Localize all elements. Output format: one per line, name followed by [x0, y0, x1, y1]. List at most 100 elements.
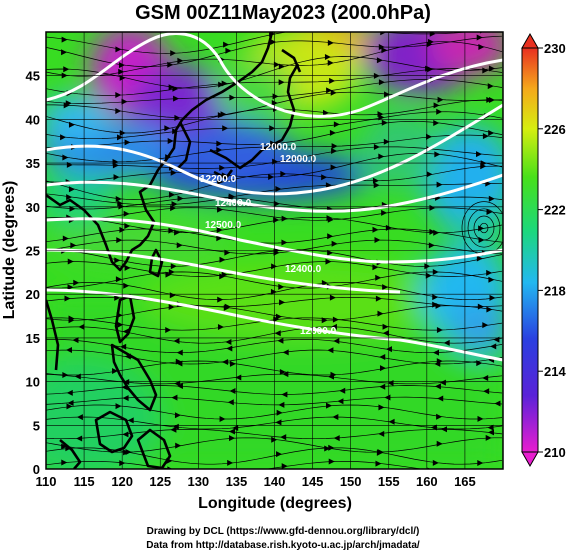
flow-arrow	[488, 65, 495, 72]
flow-arrow	[226, 345, 233, 352]
flow-arrow	[331, 143, 338, 150]
flow-arrow	[74, 373, 81, 380]
flow-arrow	[379, 365, 386, 372]
flow-arrow	[328, 444, 335, 451]
y-tick-label: 10	[26, 375, 40, 390]
flow-arrow	[486, 209, 493, 216]
flow-arrow	[123, 282, 130, 289]
flow-arrow	[176, 242, 183, 249]
flow-arrow	[269, 125, 276, 132]
flow-arrow	[115, 195, 122, 202]
contour-label: 12200.0	[200, 174, 237, 185]
flow-arrow	[437, 395, 444, 402]
contour-label: 12400.0	[215, 198, 252, 209]
flow-arrow	[441, 426, 448, 433]
flow-arrow	[489, 294, 496, 301]
flow-arrow	[216, 140, 223, 147]
flow-arrow	[488, 130, 495, 137]
flow-arrow	[437, 96, 444, 103]
flow-arrow	[327, 39, 334, 46]
flow-arrow	[171, 201, 178, 208]
colorbar-tick-label: 226	[544, 122, 566, 137]
y-axis-title: Latitude (degrees)	[1, 181, 18, 320]
flow-arrow	[280, 434, 287, 441]
x-tick-label: 145	[302, 474, 324, 489]
flow-arrow	[430, 424, 437, 431]
flow-arrow	[227, 399, 234, 406]
flow-arrow	[380, 32, 387, 36]
flow-arrow	[176, 383, 183, 390]
flow-arrow	[171, 394, 178, 401]
flow-arrow	[480, 163, 487, 170]
flow-arrow	[218, 81, 225, 88]
flow-arrow	[70, 242, 77, 249]
flow-arrow	[482, 133, 489, 140]
flow-arrow	[376, 449, 383, 456]
flow-arrow	[118, 203, 125, 210]
flow-arrow	[219, 416, 226, 423]
flow-arrow	[281, 239, 288, 246]
flow-arrow	[164, 125, 171, 132]
flow-arrow	[127, 417, 134, 424]
flow-arrow	[67, 284, 74, 291]
flow-arrow	[120, 343, 127, 350]
flow-arrow	[328, 373, 335, 380]
flow-arrow	[432, 268, 439, 275]
flow-arrow	[276, 409, 283, 416]
x-axis-ticks: 110 115 120 125 130 135 140 145 150 155 160 165	[36, 474, 476, 489]
flow-arrow	[229, 435, 236, 442]
flow-arrow	[114, 257, 121, 264]
flow-arrow	[436, 326, 443, 333]
flow-arrow	[339, 387, 346, 394]
y-tick-label: 30	[26, 200, 40, 215]
flow-arrow	[436, 358, 443, 365]
flow-arrow	[216, 226, 223, 233]
flow-arrow	[217, 296, 224, 303]
flow-arrow	[329, 294, 336, 301]
flow-arrow	[270, 288, 277, 295]
flow-arrow	[62, 371, 69, 378]
flow-arrow	[321, 279, 328, 286]
flow-arrow	[275, 186, 282, 193]
flow-arrow	[216, 146, 223, 153]
flow-arrow	[476, 34, 483, 41]
flow-arrow	[433, 119, 440, 126]
flow-arrow	[436, 108, 443, 115]
flow-arrow	[331, 240, 338, 247]
flow-arrow	[170, 426, 177, 433]
flow-arrow	[490, 343, 497, 350]
x-tick-label: 140	[264, 474, 286, 489]
flow-arrow	[170, 50, 177, 57]
flow-arrow	[477, 415, 484, 422]
flow-arrow	[170, 263, 177, 270]
flow-arrow	[328, 458, 335, 465]
flow-arrow	[61, 459, 68, 466]
colorbar-gradient	[521, 47, 539, 453]
flow-arrow	[68, 186, 75, 193]
flow-arrow	[327, 347, 334, 354]
flow-arrow	[222, 125, 229, 132]
flow-arrow	[333, 338, 340, 345]
flow-arrow	[279, 369, 286, 376]
y-tick-label: 25	[26, 244, 40, 259]
flow-arrow	[378, 114, 385, 121]
flow-arrow	[424, 263, 431, 270]
flow-arrow	[329, 129, 336, 136]
flow-arrow	[66, 347, 73, 354]
flow-arrow	[62, 154, 69, 161]
flow-arrow	[122, 431, 129, 438]
flow-arrow	[271, 263, 278, 270]
flow-arrow	[374, 237, 381, 244]
flow-arrow	[477, 460, 484, 467]
flow-arrow	[332, 26, 338, 32]
flow-arrow	[66, 403, 73, 410]
flow-arrow	[482, 67, 489, 74]
flow-arrow	[115, 92, 122, 99]
flow-arrow	[278, 401, 285, 408]
flow-arrow	[282, 349, 289, 356]
flow-arrow	[217, 324, 224, 331]
flow-arrow	[113, 174, 120, 181]
map-title: GSM 00Z11May2023 (200.0hPa)	[135, 2, 431, 24]
flow-arrow	[433, 102, 440, 109]
colorbar-tick-label: 214	[544, 364, 566, 379]
